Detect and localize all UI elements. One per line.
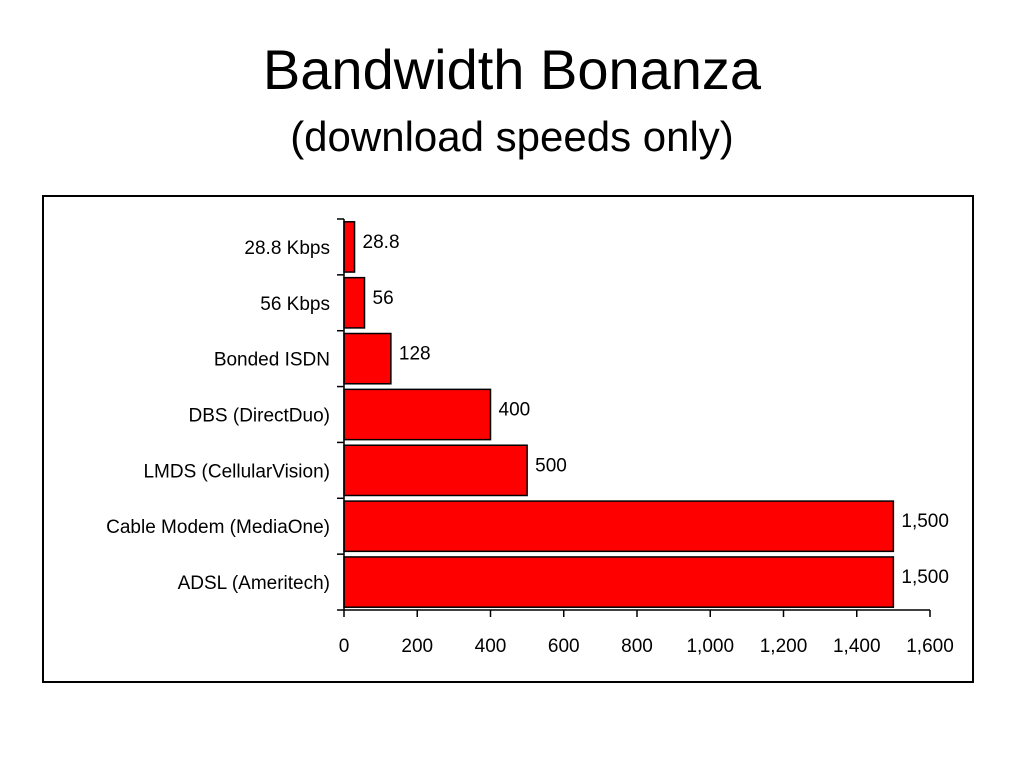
bar (343, 444, 528, 497)
data-label: 1,500 (901, 567, 949, 588)
x-tick-label: 600 (548, 636, 580, 657)
category-label: 28.8 Kbps (244, 238, 330, 259)
bar-chart: 28.8 Kbps 28.8 56 Kbps 56 Bonded ISDN 128 DBS … (106, 218, 954, 657)
x-tick-label: 1,600 (906, 636, 954, 657)
data-label: 56 (373, 288, 394, 309)
slide-subtitle: (download speeds only) (290, 113, 734, 160)
bar (343, 556, 895, 608)
x-tick-label: 1,400 (833, 636, 881, 657)
data-label: 128 (399, 344, 431, 365)
category-label: DBS (DirectDuo) (189, 406, 330, 427)
data-label: 1,500 (901, 511, 949, 532)
bar (343, 221, 356, 273)
bar (343, 276, 366, 329)
category-label: ADSL (Ameritech) (178, 573, 330, 594)
data-label: 500 (535, 455, 567, 476)
chart-frame: 28.8 Kbps 28.8 56 Kbps 56 Bonded ISDN 128 DBS … (42, 195, 974, 683)
bar (343, 388, 492, 441)
category-label: 56 Kbps (260, 294, 330, 315)
category-label: LMDS (CellularVision) (143, 461, 330, 482)
bar (343, 500, 895, 553)
x-tick-label: 200 (401, 636, 433, 657)
data-label: 28.8 (363, 232, 400, 253)
x-tick-label: 1,200 (760, 636, 808, 657)
x-tick-label: 800 (621, 636, 653, 657)
x-tick-label: 400 (475, 636, 507, 657)
slide-title: Bandwidth Bonanza (262, 38, 762, 101)
x-tick-label: 0 (339, 636, 350, 657)
bar (343, 332, 392, 385)
data-label: 400 (499, 400, 531, 421)
x-tick-label: 1,000 (686, 636, 734, 657)
category-label: Cable Modem (MediaOne) (106, 517, 330, 538)
category-label: Bonded ISDN (214, 350, 330, 371)
